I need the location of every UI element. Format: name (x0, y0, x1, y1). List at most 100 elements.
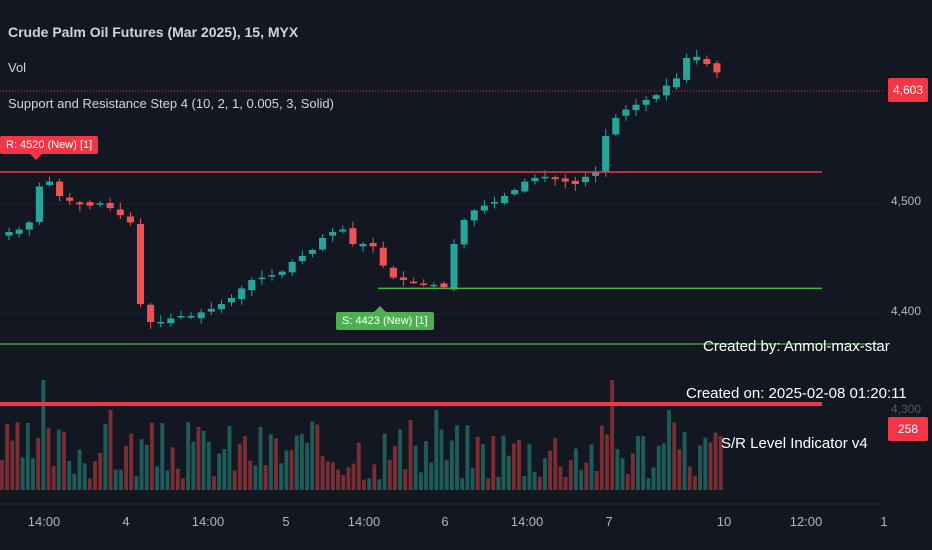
volume-bar (584, 462, 589, 490)
candle-body (662, 85, 670, 96)
candle-body (369, 243, 377, 247)
volume-bar (310, 421, 315, 490)
time-tick: 14:00 (27, 514, 61, 529)
volume-bar (320, 455, 325, 490)
candle-body (683, 58, 691, 80)
price-tick: 4,400 (891, 304, 922, 318)
candle-body (66, 197, 74, 201)
time-tick: 14:00 (191, 514, 225, 529)
volume-legend[interactable]: Vol (8, 60, 27, 75)
candle-body (217, 304, 225, 310)
volume-bar (305, 442, 309, 490)
volume-bar (470, 468, 475, 490)
volume-bar (77, 449, 82, 490)
candle-body (622, 109, 630, 116)
volume-bar (599, 425, 604, 490)
volume-bar (393, 446, 397, 490)
volume-bar (667, 410, 671, 490)
volume-bar (537, 476, 542, 490)
volume-bar (222, 449, 227, 490)
candle-body (389, 267, 397, 278)
volume-bar (356, 442, 361, 490)
volume-bar (155, 466, 160, 490)
volume-bar (455, 425, 459, 490)
candle-body (96, 203, 104, 205)
volume-bar (67, 460, 72, 490)
volume-bar (41, 380, 46, 490)
volume-bar (434, 410, 439, 490)
created-on-text: Created on: 2025-02-08 01:20:11 (686, 385, 907, 402)
volume-bar (212, 476, 216, 490)
candle-body (238, 288, 246, 300)
volume-bar (367, 478, 372, 490)
candle-body (35, 186, 43, 222)
volume-bar (413, 445, 418, 490)
candle-body (379, 247, 387, 266)
volume-bar (646, 478, 651, 490)
time-tick: 1 (880, 514, 888, 529)
candle-body (106, 202, 114, 208)
volume-bar (610, 380, 615, 490)
volume-bar (330, 462, 335, 490)
volume-bar (5, 423, 10, 490)
volume-badge: 258 (888, 417, 928, 441)
candle-body (248, 280, 256, 291)
time-tick: 5 (282, 514, 290, 529)
volume-bar (677, 449, 682, 490)
volume-bar (486, 478, 490, 490)
volume-bar (346, 467, 351, 490)
volume-bar (113, 469, 118, 490)
volume-bar (692, 475, 697, 490)
volume-bars (0, 380, 723, 490)
candle-body (147, 304, 155, 322)
volume-bar (625, 473, 630, 490)
volume-bar (465, 425, 470, 490)
volume-bar (439, 429, 444, 490)
volume-bar (227, 425, 232, 490)
volume-bar (589, 444, 594, 490)
candle-body (86, 202, 94, 206)
volume-bar (36, 438, 41, 490)
candle-body (56, 181, 64, 196)
candle-body (227, 298, 236, 303)
time-tick: 14:00 (510, 514, 544, 529)
volume-bar (31, 458, 35, 490)
candle-body (602, 136, 610, 172)
candle-body (339, 229, 347, 232)
volume-bar (274, 438, 278, 490)
volume-bar (527, 443, 532, 490)
volume-bar (672, 422, 677, 490)
volume-bar (253, 465, 258, 490)
candle-body (612, 118, 620, 135)
candle-body (713, 63, 721, 73)
volume-bar (186, 422, 191, 490)
candle-body (116, 209, 124, 216)
chart-title: Crude Palm Oil Futures (Mar 2025), 15, M… (8, 24, 299, 40)
price-tick: 4,300 (891, 402, 922, 416)
volume-bar (630, 453, 635, 490)
candle-body (652, 95, 660, 99)
volume-bar (517, 440, 522, 490)
volume-bar (424, 441, 428, 490)
candle-body (399, 277, 407, 280)
candle-body (592, 172, 600, 176)
volume-bar (160, 423, 165, 490)
volume-bar (605, 434, 609, 490)
indicator-legend[interactable]: Support and Resistance Step 4 (10, 2, 1,… (8, 96, 334, 111)
volume-bar (532, 471, 537, 490)
volume-bar (263, 465, 268, 490)
volume-bar (418, 472, 423, 490)
candle-body (632, 104, 640, 111)
volume-bar (372, 464, 377, 490)
volume-bar (362, 479, 366, 490)
volume-bar (87, 478, 92, 490)
candle-body (521, 181, 529, 192)
candle-body (450, 244, 458, 290)
time-tick: 7 (605, 514, 613, 529)
candle-body (177, 316, 185, 318)
volume-bar (72, 473, 77, 490)
volume-bar (206, 441, 211, 490)
volume-bar (20, 457, 25, 490)
volume-bar (558, 466, 563, 490)
